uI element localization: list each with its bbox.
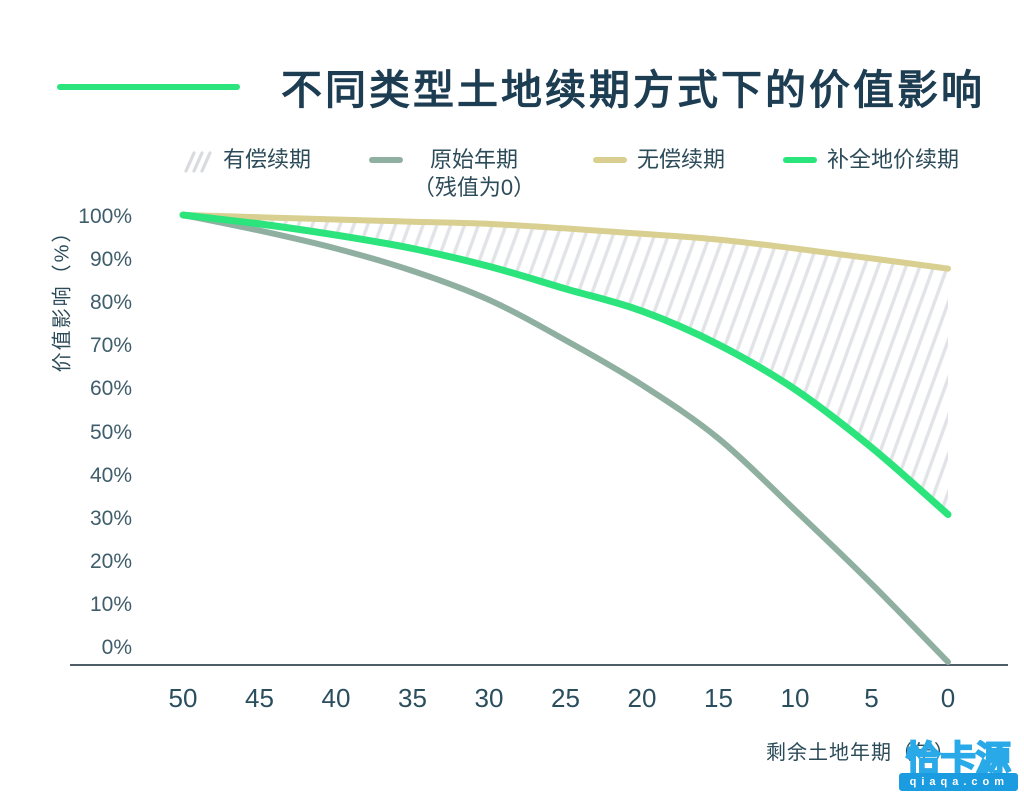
legend-label: 有偿续期 [223, 147, 312, 172]
x-tick-label: 45 [245, 683, 274, 713]
title-accent-dash [57, 84, 240, 90]
legend-sublabel: （残值为0） [412, 175, 536, 200]
legend-item-land-premium-renewal: 补全地价续期 [782, 146, 959, 174]
legend-item-free-renewal: 无偿续期 [593, 146, 725, 174]
legend-item-original-term: 原始年期 （残值为0） [368, 146, 536, 202]
x-tick-label: 10 [780, 683, 810, 713]
y-tick-label: 10% [89, 592, 132, 616]
x-tick-label: 15 [704, 683, 733, 713]
x-tick-label: 5 [864, 683, 879, 713]
y-tick-label: 60% [89, 377, 132, 401]
y-tick-label: 30% [89, 506, 132, 530]
y-tick-label: 50% [89, 420, 132, 444]
x-tick-label: 20 [627, 683, 657, 713]
hatch-swatch-icon [184, 151, 212, 173]
x-tick-label: 30 [474, 683, 504, 713]
original-term-curve [180, 212, 951, 665]
line-swatch-icon [368, 157, 403, 163]
paid-renewal-hatch-area [183, 215, 948, 515]
y-tick-label: 20% [89, 549, 132, 573]
watermark-domain: qiaqa.com [898, 773, 1018, 791]
legend-label: 无偿续期 [637, 147, 726, 172]
x-axis-title: 剩余土地年期（年） [766, 742, 955, 764]
watermark: 恰卡源 qiaqa.com [898, 740, 1018, 791]
land-premium-curve [179, 211, 952, 518]
y-tick-label: 90% [89, 248, 132, 272]
free-renewal-curve [180, 212, 951, 272]
x-tick-label: 0 [940, 683, 956, 713]
legend-label: 补全地价续期 [826, 147, 959, 172]
x-tick-label: 35 [398, 683, 427, 713]
y-tick-label: 40% [89, 463, 132, 487]
y-tick-label: 100% [78, 205, 132, 228]
line-swatch-icon [782, 157, 817, 163]
legend-label: 原始年期 [430, 147, 519, 172]
x-tick-label: 50 [168, 683, 198, 713]
y-tick-label: 70% [89, 334, 132, 358]
line-swatch-icon [593, 157, 628, 163]
x-tick-label: 40 [321, 683, 351, 713]
legend-item-paid-renewal: 有偿续期 [183, 146, 311, 174]
y-tick-label: 80% [89, 291, 132, 315]
watermark-logo-text: 恰卡源 [905, 740, 1012, 779]
page-title: 不同类型土地续期方式下的价值影响 [281, 67, 985, 113]
y-tick-label: 0% [101, 636, 132, 659]
x-tick-label: 25 [551, 683, 580, 713]
chart-legend: 有偿续期 原始年期 （残值为0） 无偿续期 补全地价续期 [183, 146, 959, 202]
